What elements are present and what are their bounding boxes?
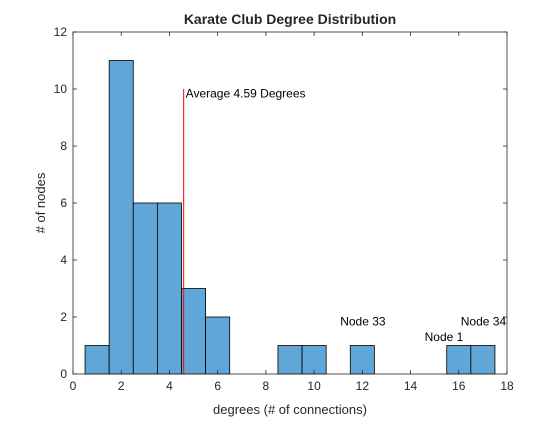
histogram-bar	[156, 202, 182, 375]
annotation-label: Node 33	[340, 314, 386, 328]
x-tick-label: 10	[307, 379, 321, 393]
y-tick-label: 6	[60, 196, 67, 210]
y-tick-label: 8	[60, 139, 67, 153]
annotation-label: Node 1	[425, 330, 464, 344]
histogram-bar	[301, 345, 327, 375]
x-tick-label: 14	[404, 379, 418, 393]
histogram-bar	[470, 345, 496, 375]
histogram-bar	[205, 316, 231, 375]
histogram-bar	[181, 288, 207, 375]
x-tick-label: 12	[356, 379, 370, 393]
x-tick-label: 0	[70, 379, 77, 393]
annotation-label: Average 4.59 Degrees	[186, 86, 306, 100]
y-tick-label: 12	[54, 25, 68, 39]
histogram-bar	[349, 345, 375, 375]
y-tick-label: 10	[54, 82, 68, 96]
annotation-label: Node 34	[461, 314, 507, 328]
x-axis-label: degrees (# of connections)	[213, 402, 367, 417]
histogram-bar	[132, 202, 158, 375]
y-axis-label: # of nodes	[33, 172, 48, 233]
x-tick-label: 4	[166, 379, 173, 393]
x-tick-label: 8	[263, 379, 270, 393]
histogram-bar	[84, 345, 110, 375]
x-tick-label: 16	[452, 379, 466, 393]
histogram-bar	[108, 60, 134, 375]
chart-title: Karate Club Degree Distribution	[184, 11, 396, 27]
x-tick-label: 2	[118, 379, 125, 393]
histogram-bar	[446, 345, 472, 375]
histogram-bar	[277, 345, 303, 375]
y-tick-label: 2	[60, 310, 67, 324]
y-tick-label: 0	[60, 367, 67, 381]
y-tick-label: 4	[60, 253, 67, 267]
x-tick-label: 6	[214, 379, 221, 393]
plot-area: 0 2 4 6 8 10 12 14 16 18 0 2 4 6 8 10 12 Average 4.59 Deg…	[54, 25, 514, 393]
x-tick-label: 18	[500, 379, 514, 393]
